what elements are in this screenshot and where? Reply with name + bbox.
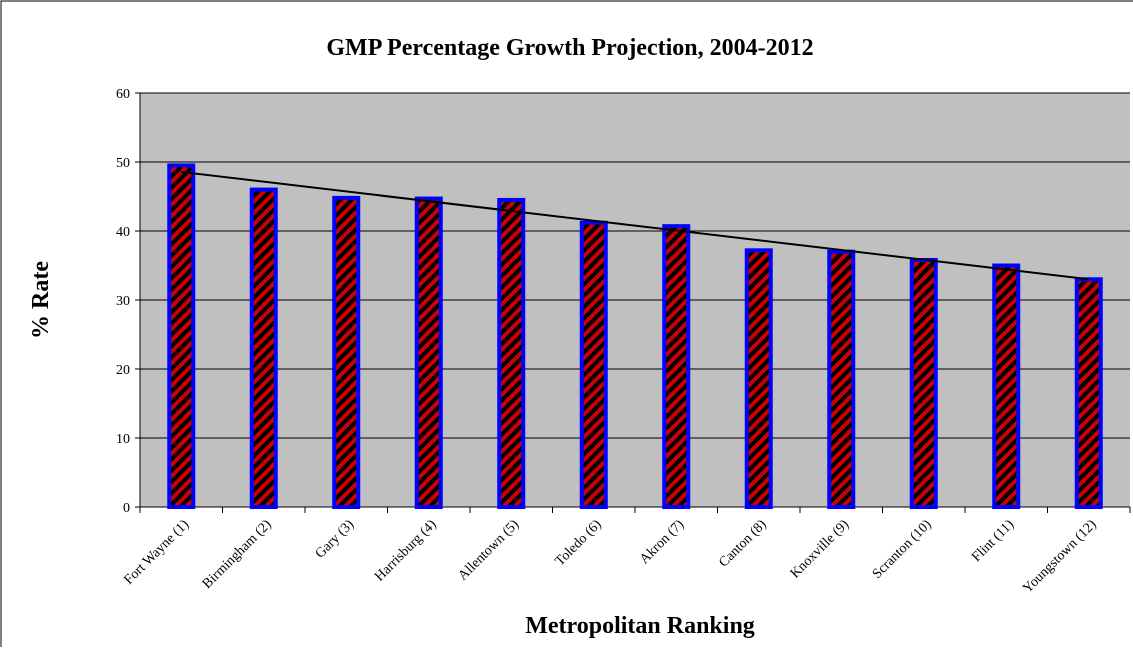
y-tick-label: 50 bbox=[116, 156, 130, 171]
y-tick-label: 30 bbox=[116, 294, 130, 309]
bar bbox=[332, 195, 361, 509]
bar bbox=[167, 163, 196, 509]
bar bbox=[662, 224, 691, 509]
y-tick-label: 10 bbox=[116, 432, 130, 447]
y-tick-label: 40 bbox=[116, 225, 130, 240]
y-axis-label: % Rate bbox=[28, 261, 54, 339]
bar bbox=[497, 197, 526, 509]
bar bbox=[909, 257, 938, 510]
bar bbox=[992, 263, 1021, 509]
x-axis-label: Metropolitan Ranking bbox=[525, 613, 755, 639]
bar bbox=[827, 249, 856, 509]
y-tick-label: 60 bbox=[116, 87, 130, 102]
chart-title: GMP Percentage Growth Projection, 2004-2… bbox=[326, 35, 813, 61]
bar bbox=[744, 248, 773, 509]
y-tick-label: 0 bbox=[123, 501, 130, 516]
bar bbox=[414, 196, 443, 509]
bar bbox=[579, 220, 608, 509]
bar bbox=[249, 187, 278, 509]
trendline bbox=[181, 170, 1089, 281]
bar bbox=[1074, 277, 1103, 509]
y-tick-label: 20 bbox=[116, 363, 130, 378]
